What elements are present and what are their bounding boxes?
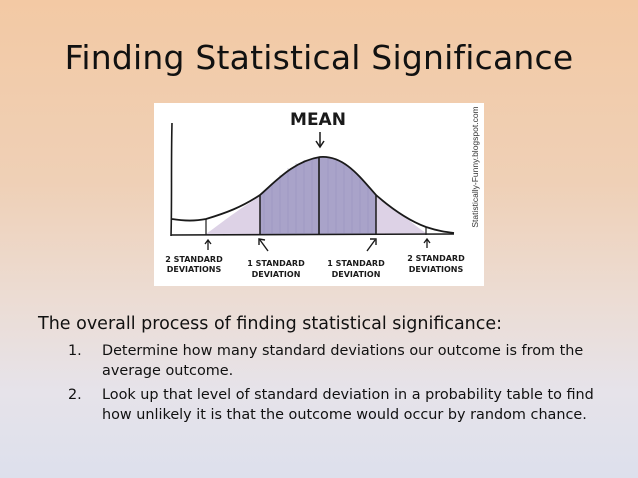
steps-list: 1. Determine how many standard deviation… <box>38 341 628 425</box>
intro-text: The overall process of finding statistic… <box>38 314 503 334</box>
label-minus2-line2: DEVIATIONS <box>167 265 222 274</box>
step-number: 2. <box>68 387 82 403</box>
arrow-up-right-icon <box>366 238 377 252</box>
inner-band <box>260 156 376 234</box>
arrow-up-icon <box>204 238 212 250</box>
slide-title: Finding Statistical Significance <box>64 38 574 77</box>
outer-band-left <box>206 195 260 234</box>
step-text: Look up that level of standard deviation… <box>102 387 594 423</box>
label-plus2-line1: 2 STANDARD <box>407 254 465 263</box>
list-item: 1. Determine how many standard deviation… <box>38 341 628 381</box>
label-minus1-line2: DEVIATION <box>252 270 301 279</box>
mean-arrow-icon <box>315 132 325 149</box>
step-text: Determine how many standard deviations o… <box>102 343 584 379</box>
step-number: 1. <box>68 343 82 359</box>
arrow-up-left-icon <box>258 238 269 252</box>
list-item: 2. Look up that level of standard deviat… <box>38 385 628 425</box>
bell-curve-drawing: MEAN 2 STANDARD DEVIATIONS 1 STANDARD DE… <box>165 106 480 279</box>
y-axis-line <box>170 122 173 237</box>
bell-curve-illustration: MEAN 2 STANDARD DEVIATIONS 1 STANDARD DE… <box>154 103 484 286</box>
label-minus1-line1: 1 STANDARD <box>247 259 305 268</box>
slide-body: The overall process of finding statistic… <box>38 314 628 429</box>
label-plus1-line1: 1 STANDARD <box>327 259 385 268</box>
bell-curve-line <box>171 156 455 234</box>
mean-label: MEAN <box>290 110 346 130</box>
figure-credit: Statistically-Funny.blogspot.com <box>470 106 480 227</box>
label-minus2-line1: 2 STANDARD <box>165 255 223 264</box>
x-axis-line <box>170 233 455 236</box>
label-plus1-line2: DEVIATION <box>332 270 381 279</box>
arrow-up-icon <box>423 237 431 248</box>
label-plus2-line2: DEVIATIONS <box>409 265 464 274</box>
inner-band-shading <box>263 157 369 233</box>
